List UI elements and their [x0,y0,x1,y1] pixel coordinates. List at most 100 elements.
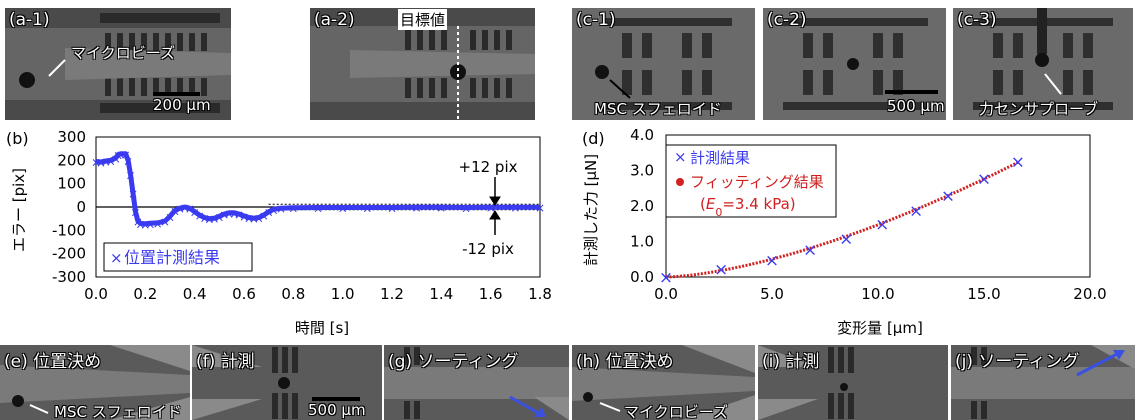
data-point: × [130,206,140,220]
y-tick-label: 3.0 [630,162,654,180]
data-point: × [977,169,991,189]
scale-bar-label: 500 µm [308,401,366,419]
lower-threshold-label: -12 pix [462,240,514,258]
data-point: × [229,207,239,221]
micrograph-j: (j) ソーティング [951,345,1135,420]
y-axis-label: エラー [pix] [10,168,28,252]
data-point: × [239,210,249,224]
y-tick-label: 0 [76,198,86,216]
y-tick-label: 2.0 [630,197,654,215]
data-point: × [200,212,210,226]
y-tick-label: 300 [57,128,86,146]
data-point: × [909,202,923,222]
x-axis-label: 時間 [s] [295,319,349,337]
x-axis-label: 変形量 [µm] [837,319,923,337]
annotation-text: マイクロビーズ [624,403,728,420]
data-point: × [244,212,254,226]
data-point: × [461,201,471,215]
y-tick-label: 200 [57,151,86,169]
force-chart: (d) 計測した力 [µN] 変形量 [µm] 4.0 3.0 2.0 1.0 0.00… [582,126,1107,337]
x-tick-label: 20.0 [1073,285,1106,303]
data-point: × [123,154,133,168]
data-point: × [875,215,889,235]
y-tick-label: 4.0 [630,126,654,144]
data-point: × [175,202,185,216]
panel-label: (f) 計測 [196,352,255,372]
micrograph-g: (g) ソーティング [384,345,569,420]
y-tick-label: 1.0 [630,233,654,251]
micrograph-h: (h) 位置決め マイクロビーズ [572,345,755,420]
micrograph-c-1: (c-1) MSC スフェロイド [572,8,755,120]
panel-label: (a-2) [314,10,355,30]
data-point: × [101,155,111,169]
device-image [384,345,569,420]
annotation-text: MSC スフェロイド [594,100,722,118]
threshold-arrows [489,177,501,235]
data-point: × [145,217,155,231]
data-point: × [288,202,298,216]
panel-label: (b) [6,129,29,148]
panel-label: (d) [582,129,605,148]
data-point: × [765,251,779,271]
data-point: × [140,218,150,232]
x-tick-label: 0.2 [133,285,157,303]
data-point: × [113,149,123,163]
x-tick-label: 5.0 [760,285,784,303]
x-tick-label: 1.2 [380,285,404,303]
device-image [192,345,382,420]
micrograph-i: (i) 計測 [758,345,948,420]
legend-label: 位置計測結果 [124,248,220,267]
legend-marker: × [110,249,123,267]
data-point: × [535,201,545,215]
x-tick-label: 0.0 [84,285,108,303]
target-value-label: 目標値 [398,9,448,30]
data-point: × [224,207,234,221]
x-tick-label: 0.6 [232,285,256,303]
data-point: × [338,201,348,215]
sorting-arrow-icon [509,395,543,417]
data-point: × [219,208,229,222]
device-image [0,345,190,420]
legend: × 位置計測結果 [103,242,253,272]
panel-label: (e) 位置決め [4,352,102,372]
data-point: × [803,240,817,260]
x-tick-label: 1.8 [528,285,552,303]
data-point: × [121,148,131,162]
annotation-text: 力センサプローブ [979,100,1099,118]
x-tick-label: 10.0 [861,285,894,303]
data-point: × [126,168,136,182]
data-point: × [362,201,372,215]
data-point: × [436,201,446,215]
data-point: × [111,152,121,166]
legend: × 計測結果 フィッティング結果 (E0=3.4 kPa) [665,144,837,219]
device-image [951,345,1135,420]
micrograph-c-2: (c-2) 500 µm [763,8,946,120]
legend-label-fit: フィッティング結果 [690,173,824,191]
data-point: × [128,187,138,201]
data-point: × [313,201,323,215]
x-tick-label: 1.4 [429,285,453,303]
panel-label: (a-1) [9,10,50,30]
legend-marker: × [674,148,687,166]
x-tick-label: 0.4 [183,285,207,303]
panel-label: (g) ソーティング [388,352,519,372]
micrograph-c-3: (c-3) 力センサプローブ [953,8,1133,120]
upper-threshold-label: +12 pix [459,158,518,176]
scale-bar-label: 200 µm [153,96,211,114]
device-image [953,8,1133,120]
y-tick-label: -300 [52,268,86,286]
data-point: × [249,212,259,226]
micrograph-f: (f) 計測 500 µm [192,345,382,420]
data-point: × [91,156,101,170]
panel-label: (j) ソーティング [955,352,1080,372]
legend-label-modulus: (E0=3.4 kPa) [700,195,796,219]
data-point: × [234,208,244,222]
data-point: × [180,201,190,215]
x-tick-label: 15.0 [967,285,1000,303]
panel-label: (c-1) [576,10,616,30]
data-point: × [259,209,269,223]
data-point: × [254,212,264,226]
device-image [572,345,755,420]
data-point: × [714,260,728,280]
data-point: × [195,209,205,223]
